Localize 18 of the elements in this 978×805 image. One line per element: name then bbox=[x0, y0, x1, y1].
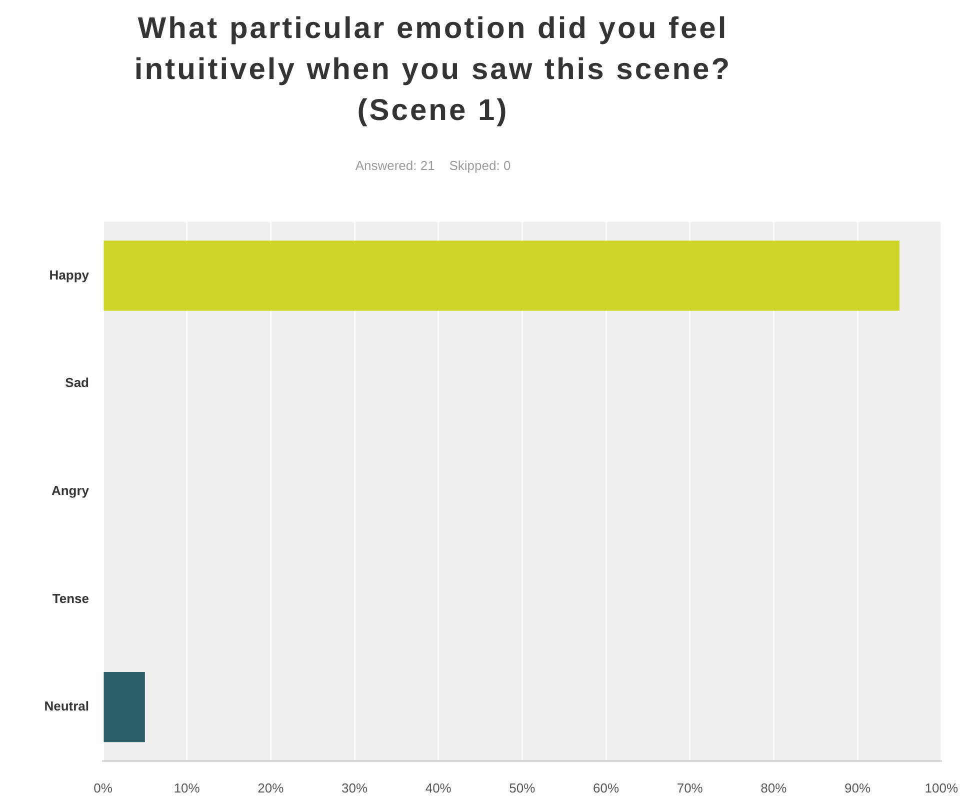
x-tick-label: 0% bbox=[94, 780, 113, 796]
y-tick-label: Sad bbox=[65, 375, 90, 390]
y-tick-label: Happy bbox=[49, 267, 90, 282]
chart-subtitle: Answered: 21 Skipped: 0 bbox=[354, 158, 512, 173]
x-tick-label: 100% bbox=[924, 780, 958, 796]
x-tick-label: 50% bbox=[509, 780, 536, 796]
x-tick-label: 10% bbox=[174, 780, 200, 796]
y-tick-label: Neutral bbox=[44, 698, 89, 714]
x-tick-label: 40% bbox=[425, 780, 452, 796]
y-tick-label: Angry bbox=[51, 482, 90, 498]
x-tick-label: 20% bbox=[258, 780, 284, 796]
x-tick-label: 90% bbox=[844, 780, 871, 796]
chart-title: What particular emotion did you feel intuitively when you saw this scene? (Scene 1) bbox=[133, 11, 733, 129]
x-tick-label: 70% bbox=[676, 780, 704, 796]
y-tick-label: Tense bbox=[52, 590, 89, 606]
x-tick-label: 80% bbox=[760, 780, 788, 796]
x-tick-label: 30% bbox=[341, 780, 368, 796]
x-tick-label: 60% bbox=[593, 780, 620, 796]
